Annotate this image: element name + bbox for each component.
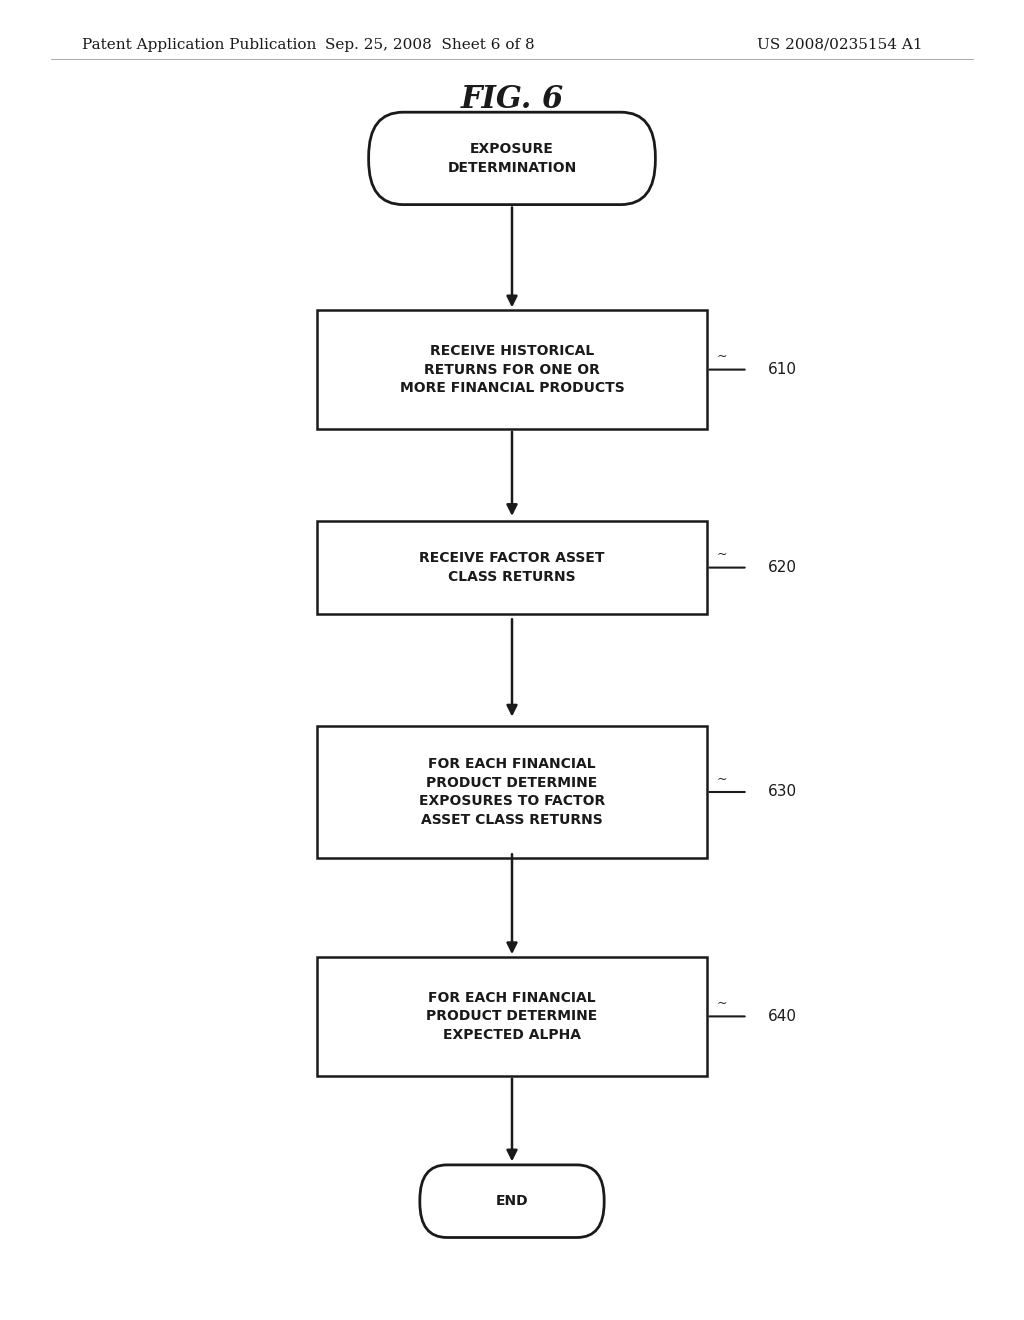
FancyBboxPatch shape <box>369 112 655 205</box>
FancyBboxPatch shape <box>420 1166 604 1238</box>
Bar <box>317 310 707 429</box>
Text: RECEIVE HISTORICAL
RETURNS FOR ONE OR
MORE FINANCIAL PRODUCTS: RECEIVE HISTORICAL RETURNS FOR ONE OR MO… <box>399 345 625 395</box>
Text: 610: 610 <box>768 362 797 378</box>
Text: 630: 630 <box>768 784 797 800</box>
Text: END: END <box>496 1195 528 1208</box>
Text: FOR EACH FINANCIAL
PRODUCT DETERMINE
EXPECTED ALPHA: FOR EACH FINANCIAL PRODUCT DETERMINE EXP… <box>426 991 598 1041</box>
Text: ~: ~ <box>717 772 727 785</box>
Text: 640: 640 <box>768 1008 797 1024</box>
Text: FOR EACH FINANCIAL
PRODUCT DETERMINE
EXPOSURES TO FACTOR
ASSET CLASS RETURNS: FOR EACH FINANCIAL PRODUCT DETERMINE EXP… <box>419 758 605 826</box>
Bar <box>317 726 707 858</box>
Text: US 2008/0235154 A1: US 2008/0235154 A1 <box>757 38 923 51</box>
Text: ~: ~ <box>717 997 727 1010</box>
Bar <box>317 957 707 1076</box>
Text: RECEIVE FACTOR ASSET
CLASS RETURNS: RECEIVE FACTOR ASSET CLASS RETURNS <box>419 552 605 583</box>
Text: ~: ~ <box>717 548 727 561</box>
Text: EXPOSURE
DETERMINATION: EXPOSURE DETERMINATION <box>447 143 577 174</box>
Text: FIG. 6: FIG. 6 <box>461 83 563 115</box>
Text: 620: 620 <box>768 560 797 576</box>
Text: Patent Application Publication: Patent Application Publication <box>82 38 316 51</box>
Text: ~: ~ <box>717 350 727 363</box>
Bar <box>317 521 707 614</box>
Text: Sep. 25, 2008  Sheet 6 of 8: Sep. 25, 2008 Sheet 6 of 8 <box>326 38 535 51</box>
